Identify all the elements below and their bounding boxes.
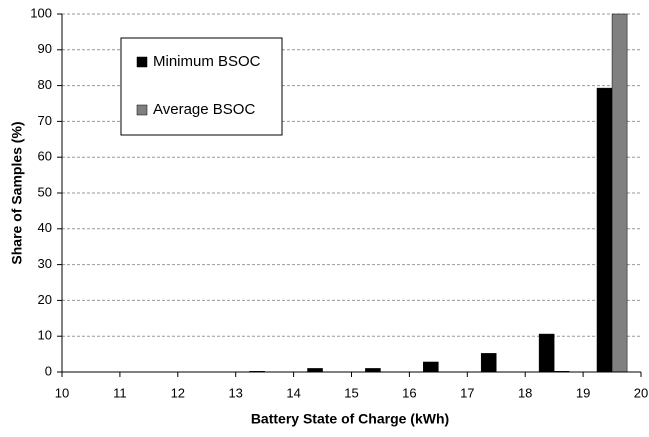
x-tick-label: 18 [518, 385, 532, 400]
y-tick-label: 10 [38, 328, 52, 343]
legend-swatch [136, 104, 148, 116]
legend-swatch [136, 56, 148, 68]
y-tick-label: 40 [38, 220, 52, 235]
y-axis-title: Share of Samples (%) [9, 121, 25, 264]
x-tick-label: 15 [344, 385, 358, 400]
y-tick-label: 0 [45, 363, 52, 378]
y-tick-label: 60 [38, 149, 52, 164]
bar [480, 353, 497, 373]
legend-label: Average BSOC [153, 101, 255, 118]
bar [365, 368, 381, 373]
x-tick-label: 20 [634, 385, 648, 400]
bar [307, 368, 323, 373]
bar [423, 361, 439, 373]
x-tick-label: 11 [113, 385, 127, 400]
x-tick-label: 17 [460, 385, 474, 400]
legend-label: Minimum BSOC [153, 53, 261, 70]
y-tick-label: 70 [38, 113, 52, 128]
y-tick-label: 20 [38, 292, 52, 307]
legend-box [120, 37, 283, 136]
x-tick-label: 14 [286, 385, 300, 400]
x-tick-label: 16 [402, 385, 416, 400]
x-tick-label: 12 [171, 385, 185, 400]
bar [611, 13, 628, 373]
y-tick-label: 90 [38, 41, 52, 56]
bar [596, 87, 613, 373]
x-tick-label: 10 [55, 385, 69, 400]
y-tick-label: 50 [38, 184, 52, 199]
y-tick-label: 30 [38, 256, 52, 271]
y-tick-label: 80 [38, 77, 52, 92]
x-tick-label: 13 [228, 385, 242, 400]
bar [538, 333, 555, 373]
x-axis-title: Battery State of Charge (kWh) [251, 411, 449, 427]
y-tick-label: 100 [30, 5, 52, 20]
x-tick-label: 19 [576, 385, 590, 400]
